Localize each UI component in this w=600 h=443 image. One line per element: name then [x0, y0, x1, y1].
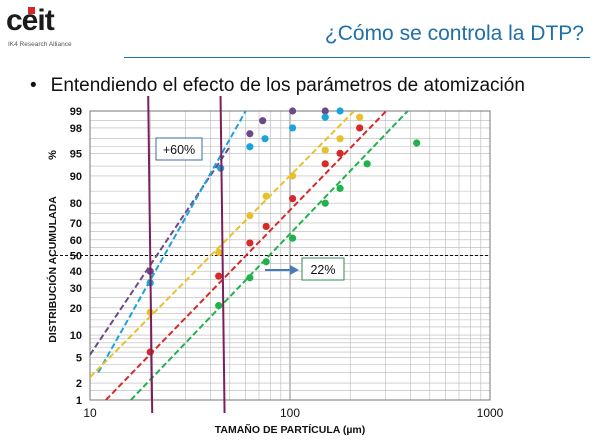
series-0-point: [288, 107, 297, 115]
series-1-point: [336, 107, 344, 115]
series-3-fit-line: [105, 111, 388, 400]
series-3-point: [356, 124, 364, 132]
series-2-point: [246, 211, 254, 220]
series-3-point: [215, 272, 223, 280]
title-divider: [124, 57, 590, 58]
series-2-point: [215, 248, 223, 256]
series-2-point: [321, 146, 329, 154]
y-tick-label: 2: [76, 378, 82, 390]
series-3-point: [146, 348, 154, 356]
series-1-point: [321, 113, 329, 121]
series-4-point: [288, 234, 297, 242]
ceit-logo: ceit IK4 Research Alliance: [6, 4, 126, 54]
annotation-arrow-head: [290, 265, 299, 275]
slide-title: ¿Cómo se controla la DTP?: [324, 22, 584, 45]
y-tick-label: 40: [70, 266, 82, 278]
y-tick-label: 70: [70, 218, 82, 230]
y-tick-label: 80: [70, 198, 82, 210]
y-tick-label: 10: [70, 330, 82, 342]
series-0-point: [321, 107, 329, 115]
vertical-marker-line: [219, 95, 226, 414]
series-4-point: [262, 258, 270, 266]
y-tick-label: 50: [70, 251, 82, 263]
y-tick-label: 20: [70, 303, 82, 315]
series-3-point: [262, 222, 270, 231]
y-tick-label: 95: [70, 148, 82, 160]
series-3-point: [288, 195, 297, 203]
series-1-fit-line: [97, 111, 247, 373]
series-4-fit-line: [130, 111, 410, 400]
series-1-point: [288, 124, 297, 132]
series-4-point: [215, 301, 223, 310]
x-tick-label: 1000: [477, 406, 504, 420]
x-axis-label: TAMAÑO DE PARTÍCULA (µm): [215, 423, 366, 436]
series-3-point: [246, 239, 254, 247]
y-tick-label: 99: [70, 106, 82, 118]
annotation-text-22: 22%: [310, 263, 335, 277]
bullet-item: • Entendiendo el efecto de los parámetros…: [30, 75, 525, 97]
bullet-text: Entendiendo el efecto de los parámetros …: [50, 75, 525, 96]
annotation-box-plus60: [155, 137, 203, 161]
logo-subtext: IK4 Research Alliance: [8, 41, 72, 48]
y-axis-unit: %: [47, 150, 59, 160]
series-2-point: [262, 192, 270, 200]
annotation-text-plus60: +60%: [163, 143, 195, 157]
x-tick-label: 100: [280, 406, 300, 420]
series-2-point: [356, 113, 364, 121]
y-tick-label: 60: [70, 235, 82, 247]
series-0-point: [246, 130, 254, 138]
logo-accent-mark: [28, 7, 35, 14]
series-4-point: [413, 139, 421, 147]
series-4-point: [321, 199, 329, 207]
series-0-point: [259, 117, 267, 125]
series-3-point: [336, 149, 344, 157]
series-3-point: [321, 160, 329, 168]
series-4-point: [246, 274, 254, 282]
series-4-point: [336, 184, 344, 192]
y-tick-label: 1: [76, 395, 82, 407]
series-2-fit-line: [90, 111, 356, 378]
bullet-marker: •: [30, 75, 37, 96]
vertical-marker-line: [147, 95, 154, 414]
series-2-point: [336, 135, 344, 143]
y-tick-label: 5: [76, 353, 82, 365]
x-tick-label: 10: [83, 406, 97, 420]
y-axis-label: DISTRIBUCIÓN ACUMULADA: [46, 196, 59, 343]
series-group: [90, 111, 410, 400]
annotation-box-22: [301, 257, 345, 281]
y-tick-label: 30: [70, 283, 82, 295]
y-tick-label: 98: [70, 123, 82, 135]
series-2-point: [288, 172, 297, 180]
y-tick-label: 90: [70, 171, 82, 183]
series-1-point: [261, 135, 269, 143]
series-4-point: [363, 160, 371, 168]
series-1-point: [246, 143, 254, 151]
